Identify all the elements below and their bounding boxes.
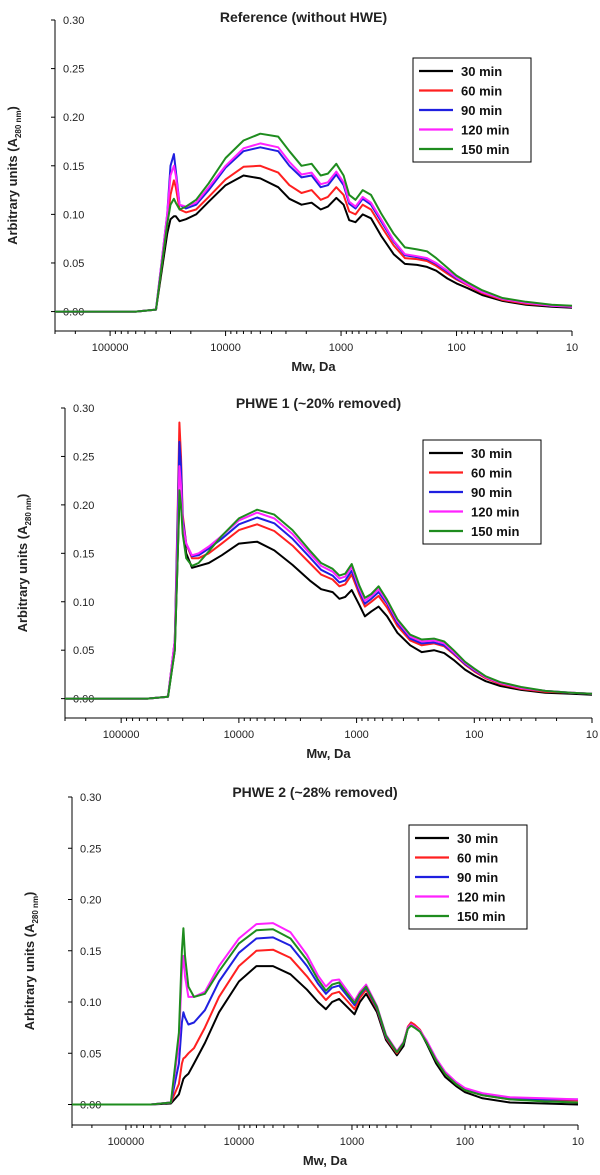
y-tick-label: 0.25 bbox=[73, 451, 94, 463]
y-tick-label: 0.30 bbox=[63, 15, 84, 27]
series-line-30-min bbox=[72, 965, 579, 1106]
chart-panel-3: PHWE 2 (~28% removed)0.000.050.100.150.2… bbox=[22, 784, 584, 1168]
series-line-150-min bbox=[55, 132, 573, 313]
x-tick-label: 1000 bbox=[340, 1136, 364, 1148]
y-tick-label: 0.00 bbox=[73, 694, 94, 706]
legend-label: 120 min bbox=[461, 123, 509, 138]
legend-label: 120 min bbox=[471, 505, 519, 520]
x-tick-label: 100000 bbox=[103, 729, 140, 741]
legend: 30 min 60 min 90 min 120 min 150 min bbox=[412, 57, 532, 163]
legend: 30 min 60 min 90 min 120 min 150 min bbox=[422, 439, 542, 545]
y-axis-label: Arbitrary units (A280 nm) bbox=[22, 892, 40, 1031]
legend-label: 30 min bbox=[461, 64, 502, 79]
y-tick-label: 0.15 bbox=[63, 161, 84, 173]
legend-label: 90 min bbox=[471, 485, 512, 500]
chart-panel-1: Reference (without HWE)0.000.050.100.150… bbox=[5, 9, 578, 374]
x-axis-label: Mw, Da bbox=[306, 746, 351, 761]
x-tick-label: 10000 bbox=[224, 1136, 255, 1148]
legend-label: 60 min bbox=[457, 851, 498, 866]
legend-label: 60 min bbox=[471, 466, 512, 481]
x-tick-label: 10000 bbox=[210, 342, 241, 354]
legend-label: 90 min bbox=[461, 103, 502, 118]
x-tick-label: 100000 bbox=[108, 1136, 145, 1148]
x-axis-label: Mw, Da bbox=[303, 1153, 348, 1168]
series-line-90-min bbox=[55, 146, 573, 313]
legend-label: 150 min bbox=[471, 524, 519, 539]
y-tick-label: 0.20 bbox=[73, 500, 94, 512]
y-tick-label: 0.10 bbox=[80, 997, 101, 1009]
chart-panel-2: PHWE 1 (~20% removed) 0.00 0.05 0.10 0.15 0.2… bbox=[15, 395, 598, 761]
y-tick-label: 0.05 bbox=[73, 645, 94, 657]
x-tick-label: 100 bbox=[456, 1136, 474, 1148]
y-axis-label: Arbitrary units (A280 nm) bbox=[15, 494, 33, 633]
series-line-60-min bbox=[55, 164, 573, 313]
series-line-90-min bbox=[72, 936, 578, 1106]
y-tick-label: 0.25 bbox=[80, 843, 101, 855]
x-tick-label: 1000 bbox=[329, 342, 353, 354]
legend-label: 90 min bbox=[457, 870, 498, 885]
x-axis-label: Mw, Da bbox=[291, 359, 336, 374]
legend-label: 60 min bbox=[461, 84, 502, 99]
x-tick-label: 100000 bbox=[92, 342, 129, 354]
y-tick-label: 0.15 bbox=[80, 946, 101, 958]
y-tick-label: 0.05 bbox=[63, 258, 84, 270]
x-tick-label: 1000 bbox=[344, 729, 368, 741]
legend-label: 150 min bbox=[461, 142, 509, 157]
legend-label: 120 min bbox=[457, 890, 505, 905]
series-line-150-min bbox=[72, 927, 579, 1106]
y-tick-label: 0.30 bbox=[73, 403, 94, 415]
series-line-60-min bbox=[72, 948, 578, 1106]
y-tick-label: 0.10 bbox=[63, 209, 84, 221]
series-line-30-min bbox=[55, 174, 573, 313]
legend: 30 min 60 min 90 min 120 min 150 min bbox=[408, 824, 528, 930]
y-tick-label: 0.25 bbox=[63, 64, 84, 76]
x-tick-label: 10 bbox=[572, 1136, 584, 1148]
chart-title: Reference (without HWE) bbox=[220, 9, 387, 25]
x-tick-label: 10 bbox=[566, 342, 578, 354]
series-line-120-min bbox=[55, 142, 573, 313]
x-tick-label: 100 bbox=[447, 342, 465, 354]
x-tick-label: 100 bbox=[465, 729, 483, 741]
series-line-120-min bbox=[72, 922, 579, 1106]
x-tick-label: 10000 bbox=[224, 729, 255, 741]
legend-label: 150 min bbox=[457, 909, 505, 924]
y-tick-label: 0.10 bbox=[73, 597, 94, 609]
y-tick-label: 0.15 bbox=[73, 548, 94, 560]
y-tick-label: 0.20 bbox=[80, 895, 101, 907]
chart-title: PHWE 1 (~20% removed) bbox=[236, 395, 401, 411]
y-tick-label: 0.20 bbox=[63, 112, 84, 124]
x-tick-label: 10 bbox=[586, 729, 598, 741]
chart-title: PHWE 2 (~28% removed) bbox=[232, 784, 397, 800]
legend-label: 30 min bbox=[471, 446, 512, 461]
legend-label: 30 min bbox=[457, 831, 498, 846]
y-tick-label: 0.30 bbox=[80, 792, 101, 804]
y-axis-label: Arbitrary units (A280 nm) bbox=[5, 106, 23, 245]
series-line-150-min bbox=[65, 489, 593, 700]
y-tick-label: 0.05 bbox=[80, 1048, 101, 1060]
